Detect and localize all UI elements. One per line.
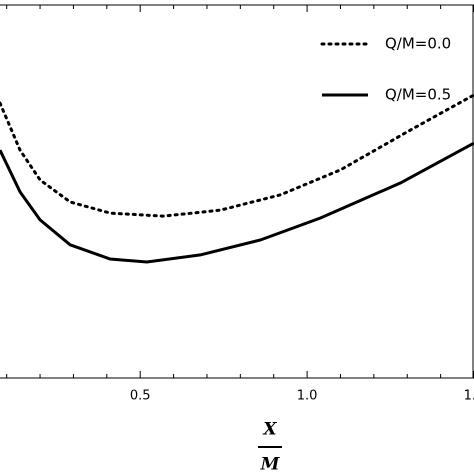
x-tick-label: 0.5: [130, 389, 151, 404]
x-label-denominator: M: [260, 455, 281, 474]
series-line: [0, 141, 474, 264]
x-tick-label: 1.5: [464, 389, 474, 404]
series-line: [0, 93, 474, 218]
x-tick-label: 1.0: [297, 389, 318, 404]
x-label-numerator: X: [262, 420, 277, 440]
legend-label: Q/M=0.5: [385, 86, 451, 104]
legend-label: Q/M=0.0: [385, 35, 451, 53]
